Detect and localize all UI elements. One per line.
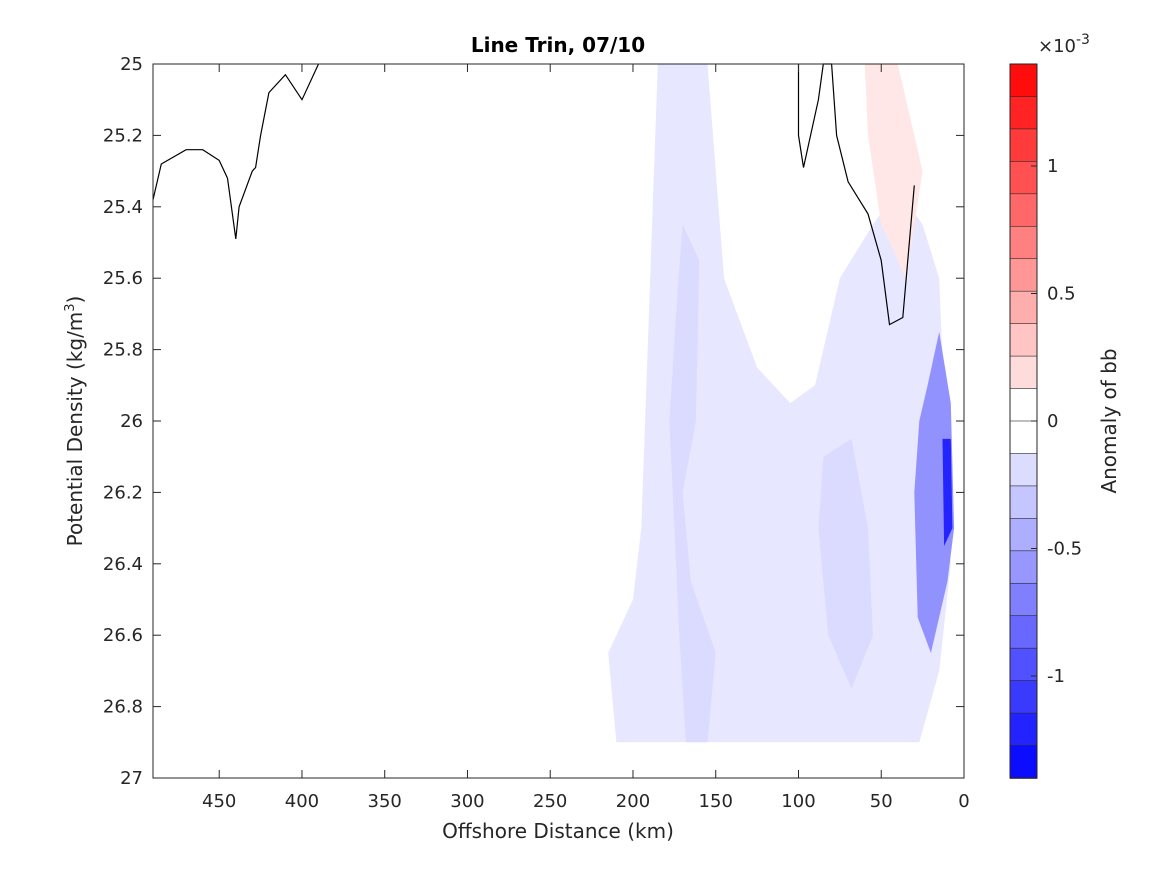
y-tick-label: 25 — [120, 54, 143, 75]
zero-contour-line-1 — [797, 63, 915, 326]
x-tick-label: 250 — [533, 791, 567, 812]
x-axis-ticks: 450 400 350 300 250 200 150 100 50 0 — [202, 64, 970, 812]
colorbar-level — [1009, 420, 1038, 455]
colorbar-tick-label: -1 — [1047, 666, 1065, 687]
anomaly-region-3 — [914, 331, 955, 653]
x-tick-label: 200 — [616, 791, 650, 812]
y-axis-label: Potential Density (kg/m3) — [63, 296, 87, 547]
y-axis-label-unit-power: 3 — [63, 303, 78, 311]
anomaly-region-5 — [864, 64, 923, 279]
colorbar-level — [1009, 745, 1038, 779]
y-tick-label: 26 — [120, 411, 143, 432]
y-tick-label: 26.8 — [103, 697, 143, 718]
x-tick-label: 0 — [958, 791, 969, 812]
y-axis-ticks: 25 25.2 25.4 25.6 25.8 26 26.2 26.4 26.6 26.8 27 — [103, 54, 964, 789]
y-tick-label: 26.4 — [103, 554, 143, 575]
colorbar-tick-label: 1 — [1047, 156, 1058, 177]
x-tick-label: 50 — [870, 791, 893, 812]
colorbar-level — [1009, 193, 1038, 228]
anomaly-region-4 — [942, 438, 953, 546]
colorbar-exponent: ×10-3 — [1038, 32, 1090, 57]
colorbar-level — [1009, 615, 1038, 649]
colorbar-level — [1009, 96, 1038, 130]
y-axis-label-close: ) — [63, 296, 87, 304]
x-tick-label: 350 — [368, 791, 402, 812]
y-tick-label: 25.6 — [103, 268, 143, 289]
colorbar — [1009, 63, 1038, 779]
y-tick-label: 25.4 — [103, 197, 143, 218]
colorbar-level — [1009, 680, 1038, 714]
colorbar-level — [1009, 485, 1038, 520]
y-axis-label-main: Potential Density (kg/m — [63, 312, 87, 547]
colorbar-level — [1009, 258, 1038, 292]
colorbar-tick-label: -0.5 — [1047, 539, 1082, 560]
x-tick-label: 150 — [699, 791, 733, 812]
colorbar-level — [1009, 355, 1038, 390]
colorbar-level — [1009, 161, 1038, 195]
colorbar-tick-label: 0 — [1047, 411, 1058, 432]
colorbar-exponent-power: -3 — [1076, 32, 1090, 48]
x-tick-label: 300 — [450, 791, 484, 812]
zero-contour-lines — [152, 63, 915, 326]
colorbar-tick-label: 0.5 — [1047, 284, 1076, 305]
colorbar-level — [1009, 550, 1038, 585]
colorbar-level — [1009, 582, 1038, 617]
colorbar-exponent-base: ×10 — [1038, 36, 1076, 57]
x-axis-label: Offshore Distance (km) — [442, 819, 674, 843]
colorbar-level — [1009, 323, 1038, 357]
chart-title: Line Trin, 07/10 — [471, 33, 645, 57]
colorbar-level — [1009, 712, 1038, 747]
x-tick-label: 450 — [202, 791, 236, 812]
y-tick-label: 27 — [120, 768, 143, 789]
anomaly-region-2 — [818, 438, 873, 689]
colorbar-level — [1009, 128, 1038, 163]
y-tick-label: 25.8 — [103, 340, 143, 361]
y-tick-label: 26.2 — [103, 482, 143, 503]
colorbar-level — [1009, 225, 1038, 260]
x-tick-label: 400 — [285, 791, 319, 812]
colorbar-ticks: 1 0.5 0 -0.5 -1 — [1031, 156, 1082, 687]
colorbar-label: Anomaly of bb — [1097, 348, 1121, 493]
y-tick-label: 25.2 — [103, 125, 143, 146]
colorbar-level — [1009, 388, 1038, 422]
colorbar-level — [1009, 63, 1038, 98]
anomaly-fill-regions — [608, 64, 955, 743]
anomaly-region-1 — [669, 224, 716, 743]
zero-contour-line-0 — [152, 63, 320, 239]
colorbar-level — [1009, 453, 1038, 487]
x-tick-label: 100 — [781, 791, 815, 812]
colorbar-level — [1009, 290, 1038, 325]
colorbar-level — [1009, 518, 1038, 552]
y-tick-label: 26.6 — [103, 625, 143, 646]
